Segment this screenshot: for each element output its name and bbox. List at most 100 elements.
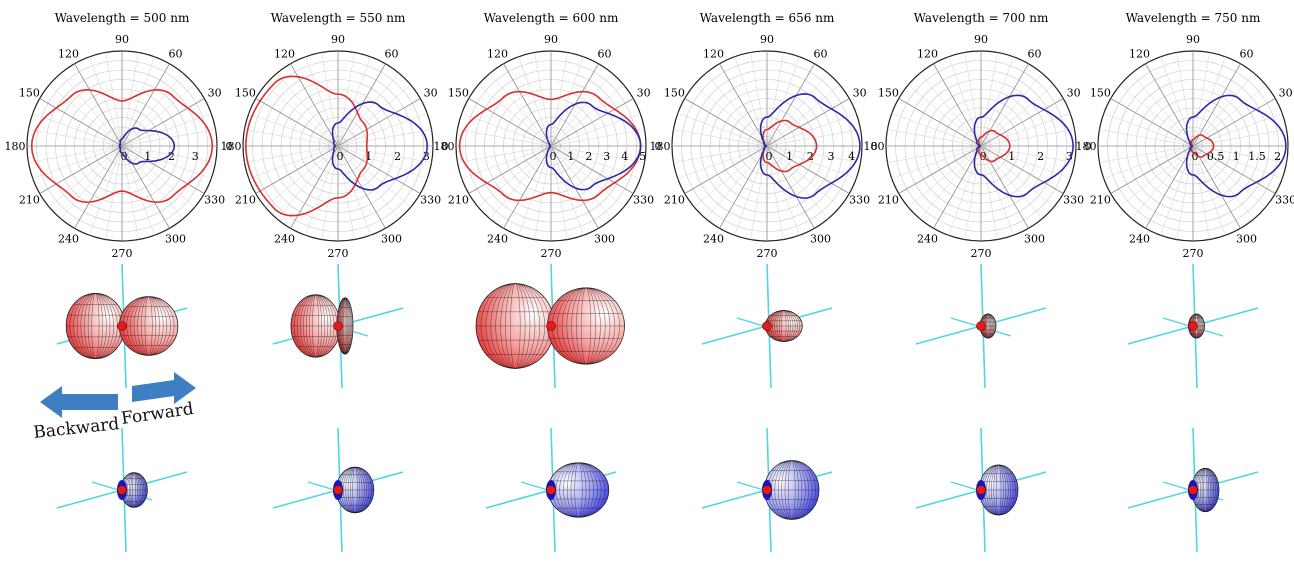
lobe-3d-blue-3 bbox=[485, 427, 617, 553]
radial-tick-label: 1.5 bbox=[1248, 150, 1266, 163]
grid-spoke bbox=[337, 145, 400, 219]
angle-tick-label: 60 bbox=[169, 47, 183, 60]
series-curve bbox=[545, 101, 642, 191]
grid-spoke bbox=[1192, 145, 1226, 236]
grid-spoke bbox=[1103, 113, 1194, 147]
origin-dot bbox=[1188, 321, 1198, 331]
grid-spoke bbox=[265, 84, 339, 147]
grid-spoke bbox=[684, 145, 768, 194]
origin-dot bbox=[1188, 485, 1198, 495]
grid-spoke bbox=[766, 84, 840, 147]
grid-spoke bbox=[1192, 145, 1241, 229]
grid-spoke bbox=[550, 145, 613, 219]
grid-spoke bbox=[980, 52, 998, 147]
grid-spoke bbox=[121, 145, 216, 163]
polar-panel-2: Wavelength = 550 nm030609012015018021024… bbox=[221, 11, 449, 260]
radial-tick-label: 3 bbox=[827, 150, 834, 163]
grid-spoke bbox=[550, 129, 645, 147]
lobe-front bbox=[1188, 313, 1205, 339]
angle-tick-label: 240 bbox=[1129, 233, 1150, 246]
grid-spoke bbox=[1099, 145, 1194, 163]
grid-spoke bbox=[766, 145, 815, 229]
grid-spoke bbox=[948, 145, 982, 236]
grid-spoke bbox=[518, 145, 552, 236]
grid-spoke bbox=[705, 145, 768, 219]
grid-spoke bbox=[980, 145, 1014, 236]
grid-spoke bbox=[121, 56, 155, 147]
grid-spoke bbox=[337, 52, 355, 147]
grid-spoke bbox=[337, 63, 386, 147]
grid-spoke bbox=[550, 145, 645, 163]
backward-label: Backward bbox=[32, 414, 120, 443]
grid-spoke bbox=[503, 63, 552, 147]
angle-tick-label: 330 bbox=[204, 194, 225, 207]
grid-spoke bbox=[468, 98, 552, 147]
radial-tick-label: 0 bbox=[1192, 150, 1199, 163]
grid-spoke bbox=[121, 84, 195, 147]
grid-spoke bbox=[980, 56, 1014, 147]
angle-tick-label: 90 bbox=[544, 33, 558, 46]
grid-spoke bbox=[887, 145, 982, 163]
radial-tick-label: 4 bbox=[848, 150, 855, 163]
grid-spoke bbox=[1145, 145, 1194, 229]
grid-spoke bbox=[766, 113, 857, 147]
grid-spoke bbox=[980, 113, 1071, 147]
grid-spoke bbox=[980, 145, 1029, 229]
angle-tick-label: 150 bbox=[664, 87, 685, 100]
angle-tick-label: 90 bbox=[1186, 33, 1200, 46]
grid-spoke bbox=[49, 145, 123, 208]
radial-tick-label: 3 bbox=[192, 150, 199, 163]
radial-tick-label: 0 bbox=[337, 150, 344, 163]
angle-tick-label: 240 bbox=[917, 233, 938, 246]
grid-spoke bbox=[121, 129, 216, 147]
grid-spoke bbox=[1099, 129, 1194, 147]
radial-tick-label: 3 bbox=[423, 150, 430, 163]
grid-spoke bbox=[337, 145, 432, 163]
origin-dot bbox=[546, 485, 556, 495]
grid-spoke bbox=[518, 56, 552, 147]
grid-spoke bbox=[337, 73, 400, 147]
radial-tick-label: 5 bbox=[639, 150, 646, 163]
grid-spoke bbox=[550, 113, 641, 147]
forward-arrow-icon bbox=[132, 372, 196, 404]
origin-dot bbox=[976, 485, 986, 495]
angle-tick-label: 300 bbox=[381, 233, 402, 246]
grid-spoke bbox=[766, 145, 840, 208]
grid-spoke bbox=[694, 84, 768, 147]
angle-tick-label: 210 bbox=[19, 194, 40, 207]
angle-tick-label: 300 bbox=[165, 233, 186, 246]
angle-tick-label: 0 bbox=[226, 140, 233, 153]
angle-tick-label: 330 bbox=[849, 194, 870, 207]
lobe-front bbox=[118, 296, 179, 356]
lobe-3d-red-3 bbox=[475, 263, 625, 389]
grid-spoke bbox=[550, 145, 584, 236]
grid-spoke bbox=[89, 145, 123, 236]
grid-spoke bbox=[248, 145, 339, 179]
grid-spoke bbox=[550, 145, 634, 194]
grid-spoke bbox=[908, 84, 982, 147]
grid-spoke bbox=[550, 73, 613, 147]
lobe-forward bbox=[764, 460, 820, 520]
grid-spoke bbox=[461, 113, 552, 147]
radial-tick-label: 2 bbox=[394, 150, 401, 163]
angle-tick-label: 300 bbox=[810, 233, 831, 246]
angle-tick-label: 30 bbox=[1279, 87, 1293, 100]
radial-tick-label: 1 bbox=[365, 150, 372, 163]
angle-tick-label: 60 bbox=[814, 47, 828, 60]
grid-spoke bbox=[337, 56, 371, 147]
angle-tick-label: 150 bbox=[1090, 87, 1111, 100]
grid-spoke bbox=[32, 113, 123, 147]
angle-tick-label: 90 bbox=[331, 33, 345, 46]
grid-spoke bbox=[337, 145, 386, 229]
scattering-3d-row-1 bbox=[56, 263, 1259, 389]
angle-tick-label: 0 bbox=[871, 140, 878, 153]
grid-spoke bbox=[534, 52, 552, 147]
lobe-forward bbox=[547, 462, 610, 518]
angle-tick-label: 270 bbox=[112, 247, 133, 260]
origin-dot bbox=[546, 321, 556, 331]
grid-spoke bbox=[74, 63, 123, 147]
grid-spoke bbox=[276, 73, 339, 147]
grid-spoke bbox=[337, 113, 428, 147]
angle-tick-label: 240 bbox=[487, 233, 508, 246]
panel-title: Wavelength = 500 nm bbox=[55, 11, 190, 25]
